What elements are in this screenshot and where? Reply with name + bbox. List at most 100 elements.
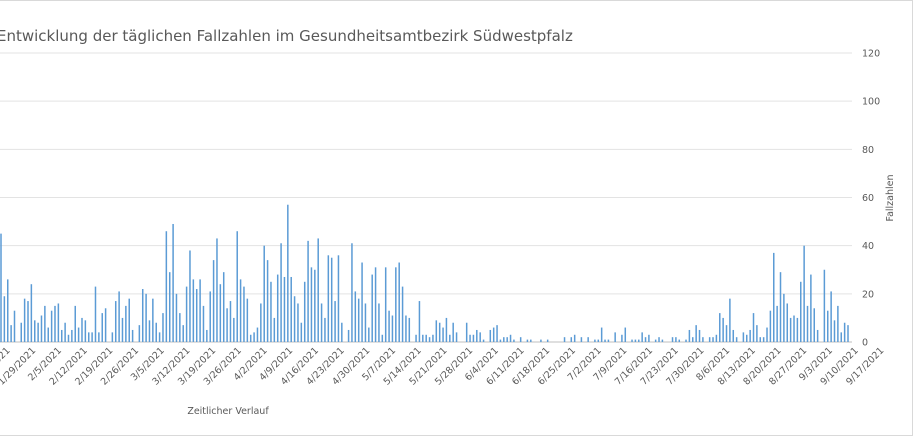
bar [600,327,603,342]
bar [638,339,640,342]
bar [101,313,103,342]
bar [290,276,292,342]
bar [206,329,208,342]
bar [661,339,664,342]
bar [823,269,826,342]
bar [246,298,249,342]
bar [634,339,637,342]
bar [455,332,458,342]
bar [469,334,471,342]
bar [141,289,144,342]
bar [347,329,350,342]
bar [314,269,316,342]
bar [172,223,174,342]
bar [320,303,323,342]
bar [364,303,367,342]
bar [607,339,610,342]
bar [7,279,9,342]
bar [10,325,12,342]
bar [482,339,485,342]
bar [428,337,431,342]
bar [675,337,677,342]
bar [833,320,836,342]
bar [189,250,191,342]
x-axis-title: Zeitlicher Verlauf [187,406,269,417]
bar [44,305,46,343]
bar [276,274,279,342]
bar [563,337,566,342]
bar [465,322,468,342]
bar [179,313,181,342]
bar [111,332,114,342]
bar [732,329,735,342]
bar [155,322,157,342]
bar [256,327,259,342]
bar [449,334,451,342]
bar [337,255,340,342]
bar [800,281,802,342]
bar [489,329,492,342]
bar [209,291,211,342]
bar [64,322,66,342]
bar [361,262,363,342]
bar [20,322,22,342]
bar [540,339,542,342]
bar [746,334,748,342]
bar [104,308,107,342]
bar [293,296,296,342]
bar [128,298,130,342]
bar [685,339,687,342]
bar [503,337,505,342]
bar [229,301,232,342]
bar [158,332,161,342]
bar [735,337,738,342]
bar [330,257,333,342]
bar [843,322,846,342]
bar [239,279,242,342]
bar [418,301,421,342]
bar [334,301,336,342]
y-tick-label: 100 [862,97,880,108]
x-axis-ticks: 1/22/20211/29/20212/5/20212/12/20212/19/… [0,345,886,387]
bar [138,325,141,342]
bar [499,339,502,342]
bar [762,337,765,342]
bar [152,298,154,342]
bar [526,339,529,342]
y-tick-label: 60 [862,193,874,204]
bar [182,325,184,342]
bar [442,327,444,342]
bar [847,325,849,342]
bar [47,327,49,342]
bar [422,334,424,342]
bar [573,334,576,342]
bar [773,252,775,342]
bar [789,317,792,342]
bar [253,332,255,342]
bar [698,329,701,342]
bar [644,337,647,342]
bar [273,317,276,342]
bar [776,305,778,343]
gridlines [0,52,852,343]
bar [381,334,384,342]
bar [74,305,76,343]
bar [796,317,799,342]
bar [202,305,205,343]
bar [283,276,286,342]
bar [310,267,313,342]
bar [509,334,512,342]
bar [631,339,633,342]
bar [287,204,289,342]
bar [759,337,762,342]
bar [354,291,357,342]
bar [34,320,36,342]
bar [81,317,83,342]
bar [222,272,225,342]
bar [513,339,515,342]
bar [810,274,812,342]
bar [50,310,53,342]
bar [806,305,809,343]
bar [445,317,448,342]
bar [769,310,772,342]
